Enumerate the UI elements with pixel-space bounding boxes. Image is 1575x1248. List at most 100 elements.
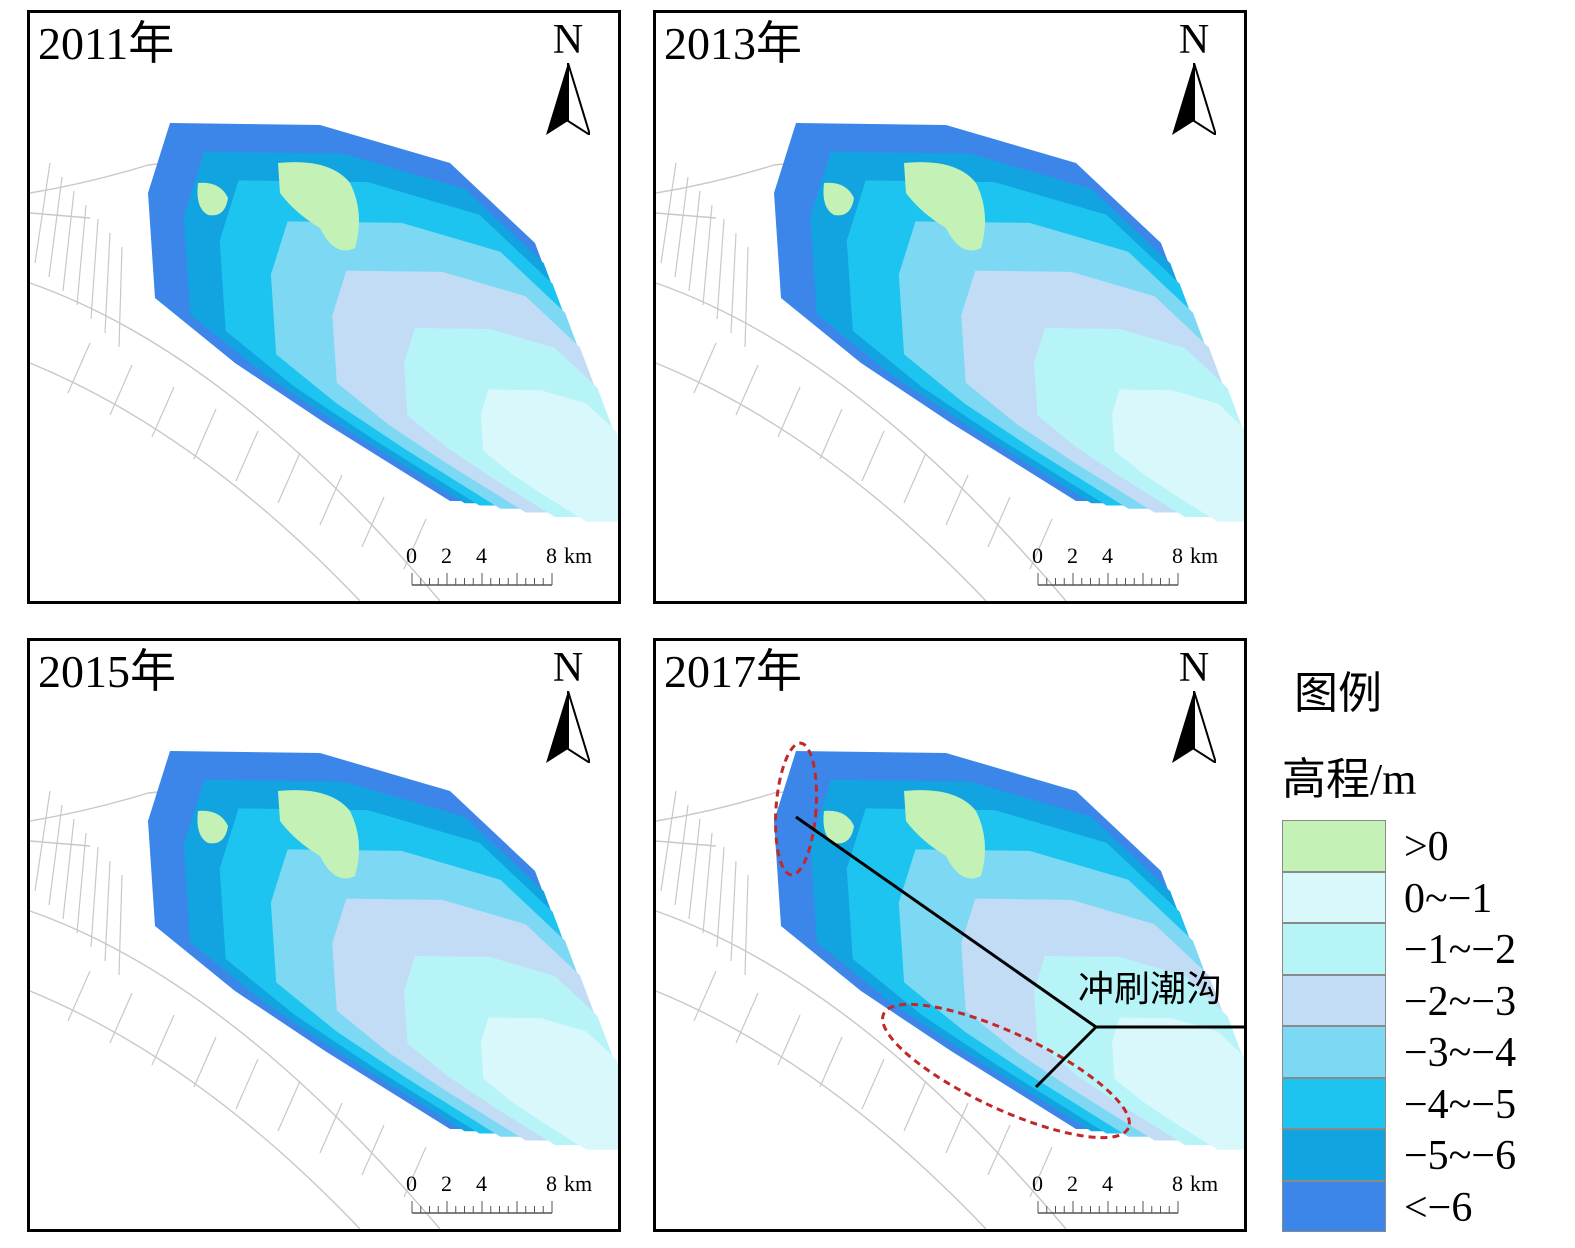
grid-line — [861, 1058, 885, 1110]
scale-tick-label: 8 — [1172, 1171, 1183, 1196]
grid-line — [361, 1124, 385, 1176]
grid-line — [67, 970, 91, 1022]
above-zero-patch — [197, 810, 228, 844]
year-label: 2015年 — [38, 646, 176, 697]
legend-label: 0~−1 — [1404, 875, 1493, 922]
grid-line — [819, 1036, 843, 1088]
legend-label: −3~−4 — [1404, 1030, 1517, 1076]
grid-line — [660, 162, 677, 264]
scale-bar-graphic — [411, 573, 553, 586]
legend-subtitle-unit: /m — [1370, 755, 1417, 804]
grid-line — [104, 860, 111, 962]
legend-label: −2~−3 — [1404, 978, 1517, 1025]
grid-line — [235, 430, 259, 482]
grid-line — [361, 496, 385, 548]
scale-unit-label: km — [1190, 1171, 1219, 1196]
north-arrow-left — [1172, 691, 1194, 763]
legend-subtitle: 高程/m — [1282, 754, 1416, 807]
legend-swatch — [1282, 1026, 1386, 1078]
leader-line — [1034, 1025, 1098, 1089]
scale-tick-label: 2 — [1067, 543, 1078, 568]
grid-line — [903, 452, 927, 504]
grid-line — [30, 840, 91, 847]
grid-line — [104, 232, 111, 334]
map-panel-2015: 2015年 N 0 2 4 8 km — [27, 638, 621, 1232]
grid-line — [30, 792, 149, 822]
legend-title: 图例 — [1294, 668, 1382, 719]
north-arrow: N — [1164, 647, 1224, 763]
legend-swatch — [1282, 1180, 1386, 1232]
grid-line — [744, 246, 749, 348]
north-letter: N — [552, 645, 584, 691]
north-arrow-icon — [1172, 691, 1216, 763]
north-arrow-right — [567, 691, 590, 763]
north-arrow: N — [538, 647, 598, 763]
grid-line — [861, 430, 885, 482]
grid-line — [48, 176, 63, 278]
grid-line — [688, 190, 701, 292]
leader-line — [795, 815, 1097, 1029]
scale-bar-graphic — [1037, 573, 1179, 586]
legend-label: −4~−5 — [1404, 1081, 1517, 1128]
grid-line — [777, 386, 801, 438]
scale-tick-label: 2 — [1067, 1171, 1078, 1196]
legend-label: −5~−6 — [1404, 1133, 1517, 1179]
north-arrow-left — [546, 63, 568, 135]
grid-line — [30, 910, 441, 1229]
annotation-label: 冲刷潮沟 — [1078, 969, 1223, 1010]
grid-line — [193, 408, 217, 460]
scour-ellipse-south — [881, 1002, 1131, 1140]
grid-line — [76, 832, 87, 934]
grid-line — [319, 474, 343, 526]
legend-swatch — [1282, 923, 1386, 975]
scale-tick-label: 4 — [476, 543, 487, 568]
grid-line — [656, 212, 717, 219]
shoal-map-svg — [30, 751, 618, 1229]
scale-bar: 0 2 4 8 km — [406, 1173, 610, 1223]
north-letter: N — [552, 17, 584, 63]
grid-line — [277, 1080, 301, 1132]
grid-line — [90, 218, 99, 320]
scale-unit-label: km — [564, 543, 593, 568]
grid-line — [30, 990, 361, 1229]
shoal-map-svg — [30, 123, 618, 601]
north-arrow-icon — [546, 691, 590, 763]
grid-line — [716, 218, 725, 320]
scale-tick-label: 4 — [1102, 1171, 1113, 1196]
grid-line — [735, 364, 759, 416]
grid-line — [34, 790, 51, 892]
grid-line — [693, 970, 717, 1022]
legend-label: >0 — [1404, 824, 1449, 870]
scale-tick-label: 0 — [1032, 1171, 1043, 1196]
grid-line — [403, 518, 427, 570]
grid-line — [118, 874, 123, 976]
above-zero-patch — [904, 162, 985, 251]
depth-band — [480, 389, 618, 522]
above-zero-patch — [823, 182, 854, 216]
grid-line — [1029, 1146, 1053, 1198]
grid-line — [34, 162, 51, 264]
legend-label: <−6 — [1404, 1184, 1473, 1231]
depth-band — [480, 1017, 618, 1150]
scale-unit-label: km — [1190, 543, 1219, 568]
grid-line — [777, 1014, 801, 1066]
grid-line — [730, 232, 737, 334]
grid-line — [987, 1124, 1011, 1176]
north-letter: N — [1178, 17, 1210, 63]
shoal-map-svg — [656, 123, 1244, 601]
grid-line — [903, 1080, 927, 1132]
map-panel-2017: 2017年 N 0 2 4 8 km — [653, 638, 1247, 1232]
scale-bar: 0 2 4 8 km — [406, 543, 610, 595]
scale-bar-graphic — [411, 1201, 553, 1214]
grid-line — [674, 804, 689, 906]
legend: 图例 高程/m >0 0~−1 −1~−2 −2~−3 −3~−4 −4~−5 −5~−6 <… — [1282, 668, 1572, 1238]
legend-swatch — [1282, 1129, 1386, 1181]
depth-band — [1112, 1017, 1244, 1150]
scour-ellipse-north — [774, 741, 818, 877]
grid-line — [403, 1146, 427, 1198]
grid-line — [735, 992, 759, 1044]
grid-line — [945, 474, 969, 526]
grid-line — [30, 362, 361, 601]
scale-tick-label: 8 — [1172, 543, 1183, 568]
grid-line — [656, 990, 987, 1229]
